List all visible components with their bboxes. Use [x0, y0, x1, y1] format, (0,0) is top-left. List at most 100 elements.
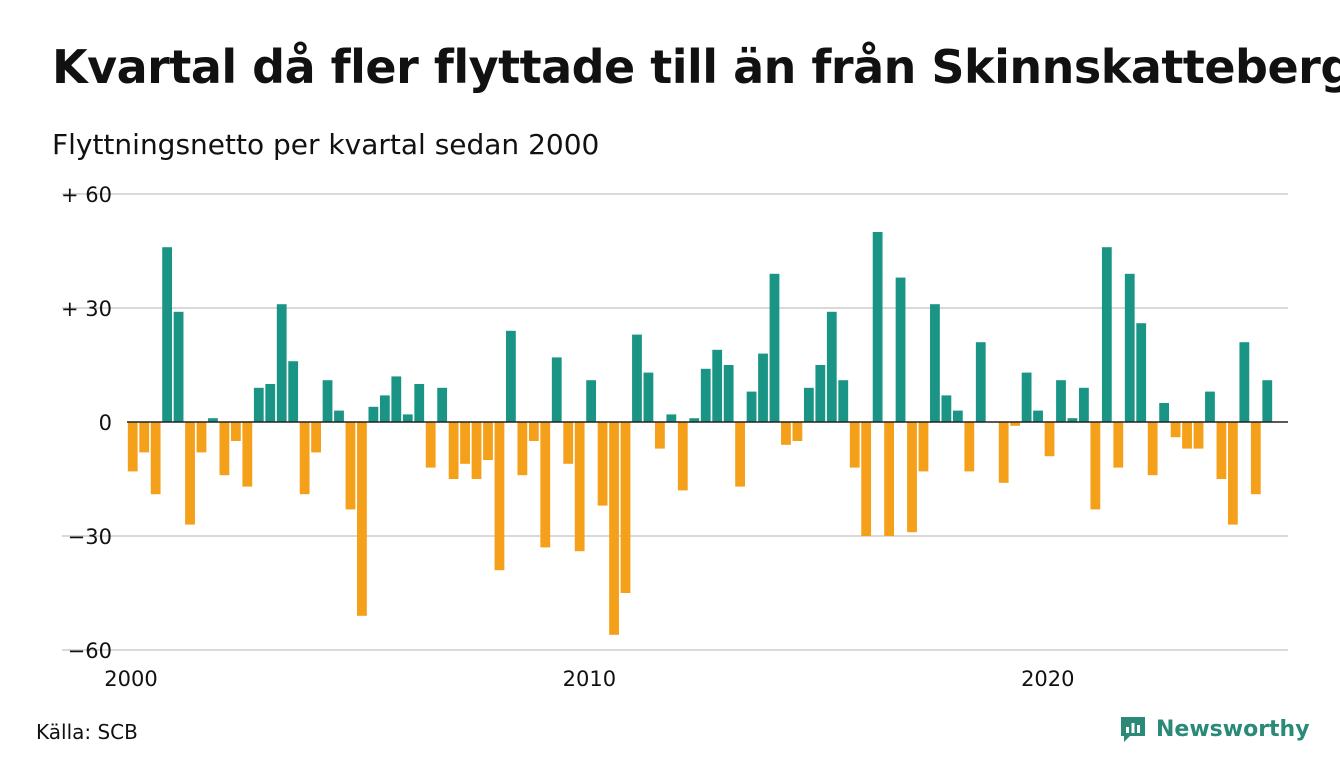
- bar: [1033, 410, 1043, 422]
- bar: [769, 273, 780, 422]
- bar: [1262, 380, 1273, 422]
- bars: [127, 232, 1273, 635]
- bar: [620, 422, 631, 593]
- bar: [712, 349, 723, 422]
- bar: [173, 311, 184, 422]
- source-label: Källa: SCB: [36, 720, 138, 744]
- bar: [666, 414, 677, 422]
- bar: [127, 422, 138, 472]
- newsworthy-logo: Newsworthy: [1118, 714, 1310, 744]
- bar: [334, 410, 344, 422]
- bar: [574, 422, 585, 552]
- bar: [872, 232, 883, 422]
- bar: [723, 365, 734, 422]
- bar: [1124, 273, 1135, 422]
- bar: [849, 422, 860, 468]
- bar: [1010, 422, 1021, 426]
- bar: [242, 422, 253, 487]
- bar: [1113, 422, 1124, 468]
- bar: [437, 387, 448, 422]
- bar: [907, 422, 917, 533]
- bar: [150, 422, 161, 495]
- bar: [1239, 342, 1250, 422]
- bar: [563, 422, 574, 464]
- bar: [597, 422, 608, 506]
- bar: [861, 422, 872, 536]
- newsworthy-logo-icon: [1121, 717, 1145, 742]
- bar: [460, 422, 470, 464]
- bar: [803, 387, 814, 422]
- bar: [196, 422, 207, 453]
- bar: [1147, 422, 1158, 476]
- bar: [517, 422, 528, 476]
- brand-label: Newsworthy: [1156, 716, 1310, 742]
- bar: [586, 380, 597, 422]
- bar: [425, 422, 436, 468]
- bar: [414, 384, 425, 422]
- bar: [368, 406, 379, 422]
- bar: [746, 391, 757, 422]
- bar: [528, 422, 539, 441]
- bar: [162, 247, 173, 422]
- bar: [494, 422, 505, 571]
- bar: [918, 422, 929, 472]
- bar: [483, 422, 493, 460]
- bar: [964, 422, 975, 472]
- bar: [540, 422, 551, 548]
- chart-subtitle: Flyttningsnetto per kvartal sedan 2000: [52, 128, 600, 161]
- bar: [895, 277, 906, 422]
- bar: [357, 422, 367, 616]
- bar: [1205, 391, 1215, 422]
- bar: [735, 422, 746, 487]
- y-tick-label: + 60: [61, 183, 112, 207]
- bar: [941, 395, 952, 422]
- bar: [654, 422, 665, 449]
- y-tick-label: −60: [68, 639, 112, 663]
- x-tick-label: 2020: [1021, 667, 1074, 691]
- bar: [1136, 323, 1147, 422]
- bar: [1216, 422, 1227, 479]
- bar: [930, 304, 940, 422]
- bar: [1079, 387, 1089, 422]
- x-axis-ticks: 2000 2010 2020: [104, 667, 1074, 691]
- bar: [632, 334, 642, 422]
- bar: [1056, 380, 1066, 422]
- bar: [1159, 403, 1170, 422]
- bar: [253, 387, 264, 422]
- bar: [448, 422, 459, 479]
- x-tick-label: 2000: [104, 667, 157, 691]
- x-tick-label: 2010: [563, 667, 616, 691]
- grid-lines: [62, 193, 1288, 651]
- bar: [1044, 422, 1055, 457]
- bar: [299, 422, 310, 495]
- bar: [379, 395, 390, 422]
- chart-title: Kvartal då fler flyttade till än från Sk…: [52, 40, 1340, 94]
- bar: [1227, 422, 1238, 525]
- bar: [1250, 422, 1261, 495]
- y-axis-ticks: + 60 + 30 0 −30 −60: [61, 183, 112, 663]
- bar: [1067, 418, 1078, 422]
- bar: [975, 342, 986, 422]
- bar: [1101, 247, 1112, 422]
- bar: [998, 422, 1009, 483]
- bar: [952, 410, 963, 422]
- bar: [402, 414, 413, 422]
- bar: [700, 368, 711, 422]
- y-tick-label: 0: [99, 411, 112, 435]
- bar: [838, 380, 849, 422]
- bar: [1090, 422, 1101, 510]
- bar: [230, 422, 241, 441]
- bar: [677, 422, 688, 491]
- bar: [139, 422, 150, 453]
- bar: [781, 422, 791, 445]
- bar: [689, 418, 700, 422]
- bar: [792, 422, 803, 441]
- bar: [391, 376, 402, 422]
- bar: [265, 384, 276, 422]
- bar: [1193, 422, 1204, 449]
- y-tick-label: + 30: [61, 297, 112, 321]
- bar: [884, 422, 894, 536]
- bar: [288, 361, 299, 422]
- bar: [185, 422, 195, 525]
- bar: [1021, 372, 1032, 422]
